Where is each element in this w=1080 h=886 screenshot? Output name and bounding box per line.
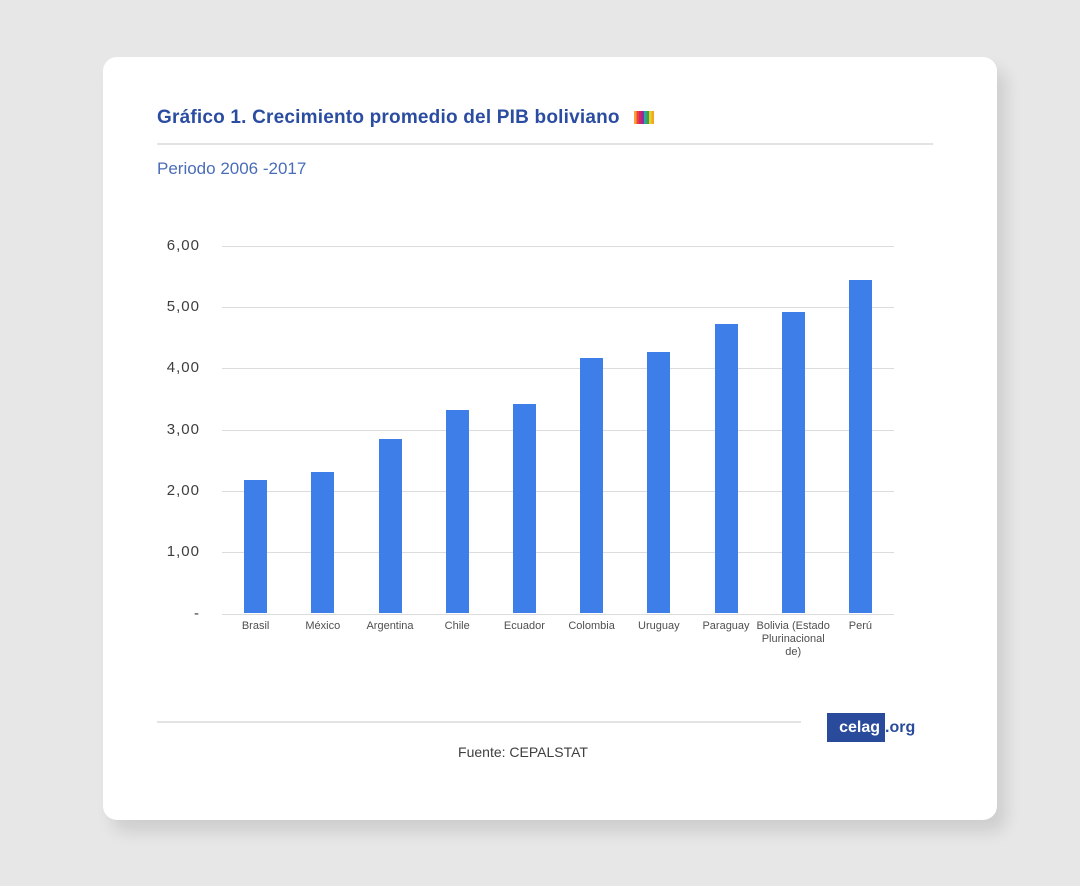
gridline (222, 245, 894, 247)
bar (512, 404, 536, 614)
x-axis-label: Bolivia (Estado Plurinacional de) (756, 620, 830, 658)
title-row: Gráfico 1. Crecimiento promedio del PIB … (157, 107, 655, 129)
source-caption: Fuente: CEPALSTAT (458, 744, 588, 760)
gridline (222, 306, 894, 308)
y-axis-tick-label: 2,00 (166, 481, 200, 499)
page-title: Gráfico 1. Crecimiento promedio del PIB … (157, 107, 620, 128)
x-axis-label: México (305, 620, 341, 632)
y-axis-tick-label: 1,00 (166, 543, 200, 561)
gridline (222, 490, 894, 492)
x-axis-label: Brasil (241, 620, 270, 632)
x-axis-label: Colombia (568, 620, 615, 632)
title-divider (157, 143, 933, 145)
bar-chart: - 1,00 2,00 3,00 4,00 5,00 6,00 Brasil México Arg… (103, 57, 997, 707)
y-axis-tick-label: 5,00 (166, 297, 200, 315)
footer-divider (157, 721, 801, 723)
bar (781, 311, 805, 614)
bar (378, 439, 402, 614)
y-axis-tick-label: 3,00 (166, 420, 200, 438)
x-axis-label: Uruguay (638, 620, 680, 632)
y-axis-tick-label: - (194, 604, 200, 622)
gridline (222, 368, 894, 370)
bar (580, 358, 604, 614)
x-axis-label: Ecuador (503, 620, 545, 632)
bar (647, 351, 671, 614)
chart-subtitle: Periodo 2006 -2017 (157, 159, 307, 178)
bar (445, 409, 469, 614)
celag-logo-brand: celag (839, 718, 880, 736)
bar (714, 324, 738, 614)
celag-logo-box: celag (827, 713, 885, 742)
x-axis-label: Perú (848, 620, 873, 632)
bar (311, 471, 335, 614)
y-axis-tick-label: 6,00 (166, 236, 200, 254)
gridline (222, 613, 894, 615)
gridline (222, 429, 894, 431)
gridline (222, 552, 894, 554)
celag-logo-suffix: .org (885, 718, 916, 736)
x-axis-label: Chile (444, 620, 470, 632)
bar (848, 280, 872, 614)
x-axis-label: Argentina (366, 620, 414, 632)
celag-logo: celag .org (827, 713, 915, 742)
y-axis-tick-label: 4,00 (166, 359, 200, 377)
chart-card: Gráfico 1. Crecimiento promedio del PIB … (103, 57, 997, 820)
bar (244, 480, 268, 614)
x-axis-label: Paraguay (702, 620, 750, 632)
color-stripes-icon (634, 111, 655, 124)
